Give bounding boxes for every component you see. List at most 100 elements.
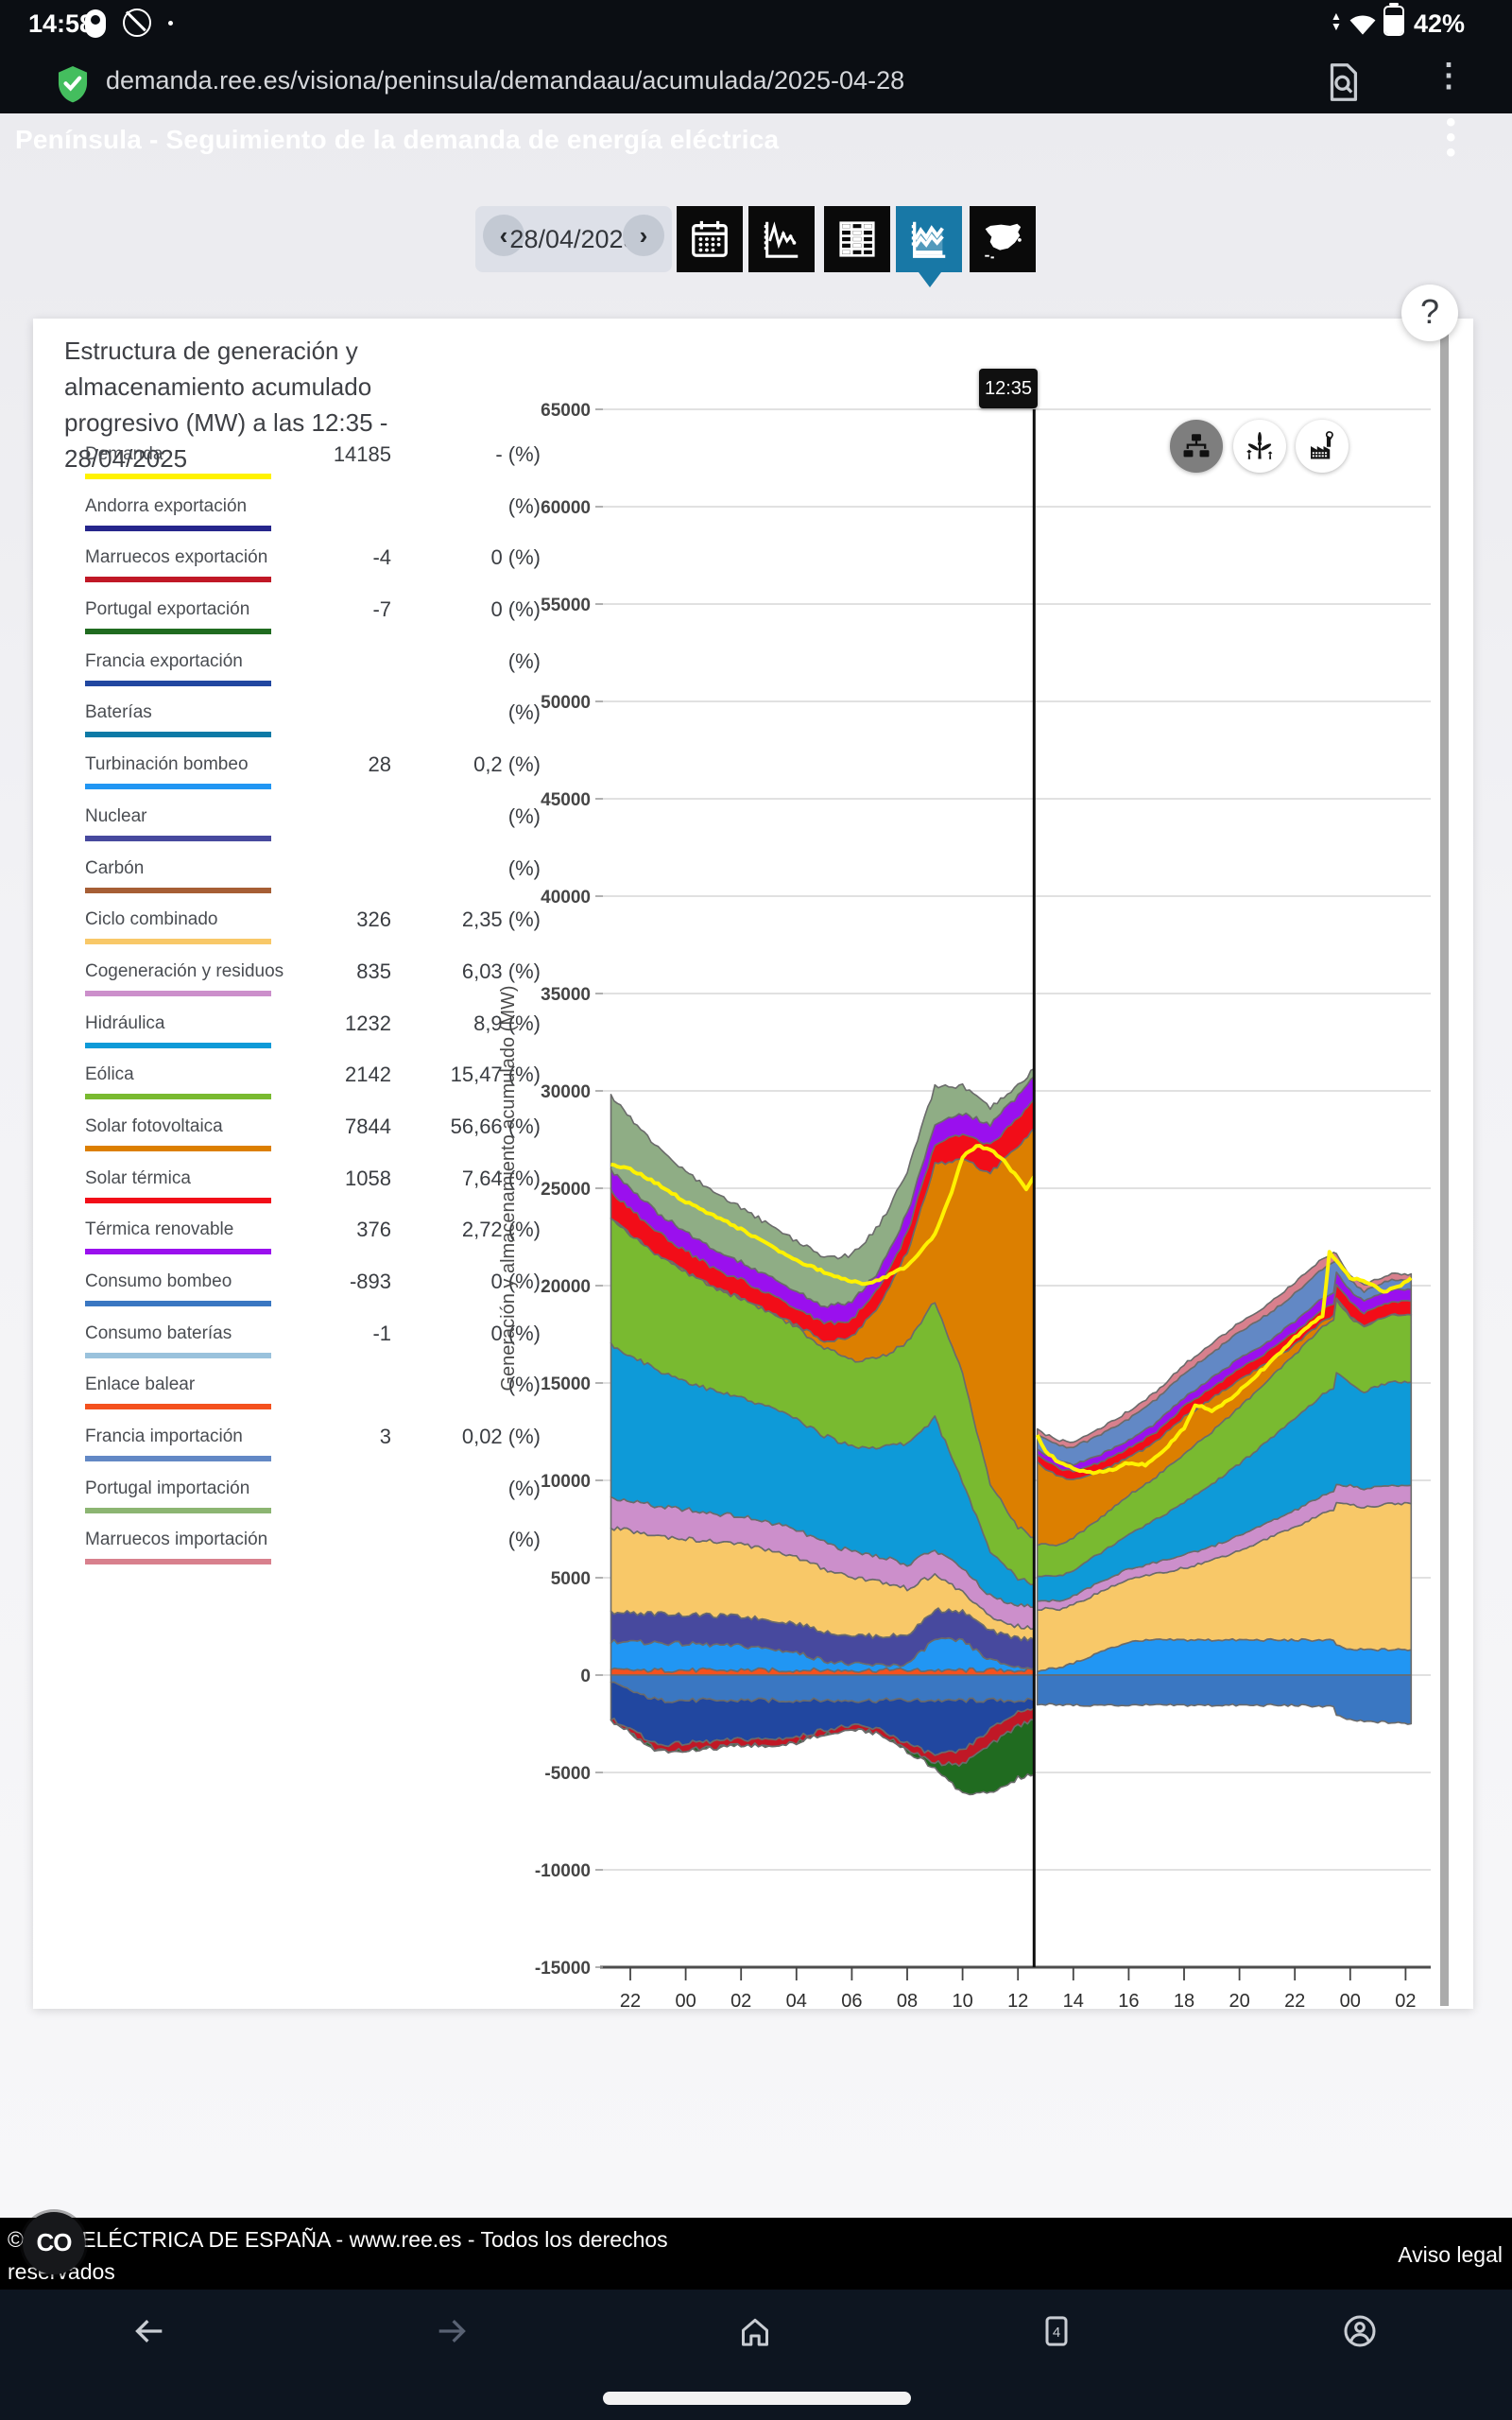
legend-label: Cogeneración y residuos — [85, 960, 284, 981]
legend-color-bar — [85, 732, 271, 738]
legend-color-bar — [85, 1197, 271, 1203]
legend-item[interactable]: Cogeneración y residuos 835 6,03 (%) — [83, 959, 541, 1011]
recent-apps-icon[interactable]: 4 — [1038, 2312, 1075, 2350]
legend-item[interactable]: Baterías (%) — [83, 700, 541, 752]
svg-text:60000: 60000 — [541, 498, 591, 518]
android-nav-bar: 4 — [0, 2290, 1512, 2420]
blocked-icon — [123, 9, 151, 37]
legend-item[interactable]: Enlace balear (%) — [83, 1373, 541, 1425]
legend-color-bar — [85, 1559, 271, 1565]
spain-map-button[interactable] — [970, 206, 1036, 272]
legend-percent: 15,47 (%) — [450, 1063, 541, 1087]
line-chart-button[interactable] — [748, 206, 815, 272]
stacked-area-chart[interactable]: 6500060000550005000045000400003500030000… — [472, 359, 1474, 2051]
legend-item[interactable]: Ciclo combinado 326 2,35 (%) — [83, 908, 541, 959]
legend-label: Enlace balear — [85, 1374, 196, 1395]
transmission-network-icon[interactable] — [1170, 420, 1223, 473]
legend-label: Marruecos exportación — [85, 547, 268, 568]
forward-arrow-icon[interactable] — [433, 2312, 471, 2350]
svg-text:-5000: -5000 — [544, 1764, 591, 1784]
legend-percent: 0,2 (%) — [473, 752, 541, 777]
legend-percent: (%) — [507, 1528, 541, 1552]
legend-color-bar — [85, 1352, 271, 1358]
legend-item[interactable]: Demanda 14185 - (%) — [83, 442, 541, 494]
calendar-button[interactable] — [677, 206, 743, 272]
help-button[interactable]: ? — [1401, 285, 1458, 341]
svg-text:5000: 5000 — [551, 1569, 591, 1589]
legend-percent: (%) — [507, 493, 541, 518]
url-bar[interactable]: demanda.ree.es/visiona/peninsula/demanda… — [106, 66, 905, 95]
svg-text:30000: 30000 — [541, 1082, 591, 1102]
battery-icon — [1383, 3, 1404, 36]
stacked-area-button[interactable] — [896, 206, 962, 272]
legend-percent: 56,66 (%) — [450, 1114, 541, 1138]
svg-text:00: 00 — [1340, 1991, 1361, 2012]
legend-percent: 0 (%) — [490, 545, 541, 570]
legend-item[interactable]: Francia exportación (%) — [83, 649, 541, 701]
profile-icon[interactable] — [1341, 2312, 1379, 2350]
svg-text:20: 20 — [1228, 1991, 1249, 2012]
next-day-button[interactable]: › — [623, 215, 664, 256]
app-menu-icon[interactable]: • • • — [1446, 107, 1456, 168]
legend-value: 14185 — [333, 442, 391, 466]
battery-percent: 42% — [1414, 9, 1466, 38]
vertical-scrollbar[interactable] — [1440, 323, 1449, 2006]
legal-notice-link[interactable]: Aviso legal — [1398, 2242, 1503, 2267]
legend-percent: 0 (%) — [490, 1321, 541, 1345]
legend-item[interactable]: Consumo baterías -1 0 (%) — [83, 1322, 541, 1374]
find-in-page-icon[interactable] — [1321, 60, 1365, 109]
browser-menu-icon[interactable]: ⋮ — [1433, 58, 1465, 94]
browser-chrome: 14:58 ▲ ▼ 42% demanda.ree.es/visiona/peni… — [0, 0, 1512, 113]
svg-text:-10000: -10000 — [535, 1861, 591, 1881]
current-date: 28/04/2025 — [509, 225, 638, 253]
legend-label: Carbón — [85, 857, 145, 878]
legend-item[interactable]: Consumo bombeo -893 0 (%) — [83, 1270, 541, 1322]
legend-item[interactable]: Solar fotovoltaica 7844 56,66 (%) — [83, 1115, 541, 1167]
legend-item[interactable]: Hidráulica 1232 8,9 (%) — [83, 1011, 541, 1063]
legend-color-bar — [85, 939, 271, 945]
legend-percent: (%) — [507, 700, 541, 725]
legend-color-bar — [85, 1507, 271, 1513]
svg-text:Generación y almacenamiento ac: Generación y almacenamiento acumulado (M… — [498, 985, 519, 1391]
legend-value: 376 — [356, 1218, 391, 1242]
legend-label: Hidráulica — [85, 1012, 165, 1033]
legend-percent: 6,03 (%) — [461, 959, 541, 983]
legend-value: 326 — [356, 908, 391, 932]
notification-dot-icon — [168, 21, 173, 26]
legend-item[interactable]: Francia importación 3 0,02 (%) — [83, 1425, 541, 1477]
legend-item[interactable]: Carbón (%) — [83, 856, 541, 908]
legend-item[interactable]: Nuclear (%) — [83, 804, 541, 856]
factory-icon[interactable] — [1296, 420, 1349, 473]
legend-label: Demanda — [85, 444, 163, 464]
legend-item[interactable]: Turbinación bombeo 28 0,2 (%) — [83, 752, 541, 804]
security-shield-icon[interactable] — [55, 64, 91, 109]
legend-item[interactable]: Térmica renovable 376 2,72 (%) — [83, 1218, 541, 1270]
legend-item[interactable]: Solar térmica 1058 7,64 (%) — [83, 1167, 541, 1219]
home-icon[interactable] — [736, 2312, 774, 2350]
legend-item[interactable]: Andorra exportación (%) — [83, 494, 541, 546]
floating-widget-logo[interactable]: CO — [23, 2212, 85, 2274]
legend-percent: 2,35 (%) — [461, 908, 541, 932]
legend-item[interactable]: Portugal exportación -7 0 (%) — [83, 597, 541, 649]
selected-view-pointer — [919, 272, 941, 287]
legend-percent: - (%) — [495, 442, 541, 466]
data-table-button[interactable] — [824, 206, 890, 272]
legend-color-bar — [85, 887, 271, 893]
legend-item[interactable]: Eólica 2142 15,47 (%) — [83, 1063, 541, 1115]
footer-copyright-line1: © RED ELÉCTRICA DE ESPAÑA - www.ree.es -… — [8, 2227, 668, 2252]
svg-text:22: 22 — [1284, 1991, 1305, 2012]
wind-turbine-icon[interactable] — [1233, 420, 1286, 473]
prev-day-button[interactable]: ‹ — [483, 215, 524, 256]
back-arrow-icon[interactable] — [130, 2312, 168, 2350]
legend-item[interactable]: Portugal importación (%) — [83, 1477, 541, 1529]
svg-text:-15000: -15000 — [535, 1959, 591, 1979]
legend-label: Francia exportación — [85, 650, 243, 671]
sim-pill-icon — [85, 9, 106, 38]
legend-item[interactable]: Marruecos exportación -4 0 (%) — [83, 545, 541, 597]
legend-color-bar — [85, 784, 271, 790]
legend-item[interactable]: Marruecos importación (%) — [83, 1528, 541, 1580]
home-indicator[interactable] — [603, 2392, 911, 2405]
legend-value: 3 — [379, 1425, 391, 1449]
svg-text:02: 02 — [730, 1991, 751, 2012]
